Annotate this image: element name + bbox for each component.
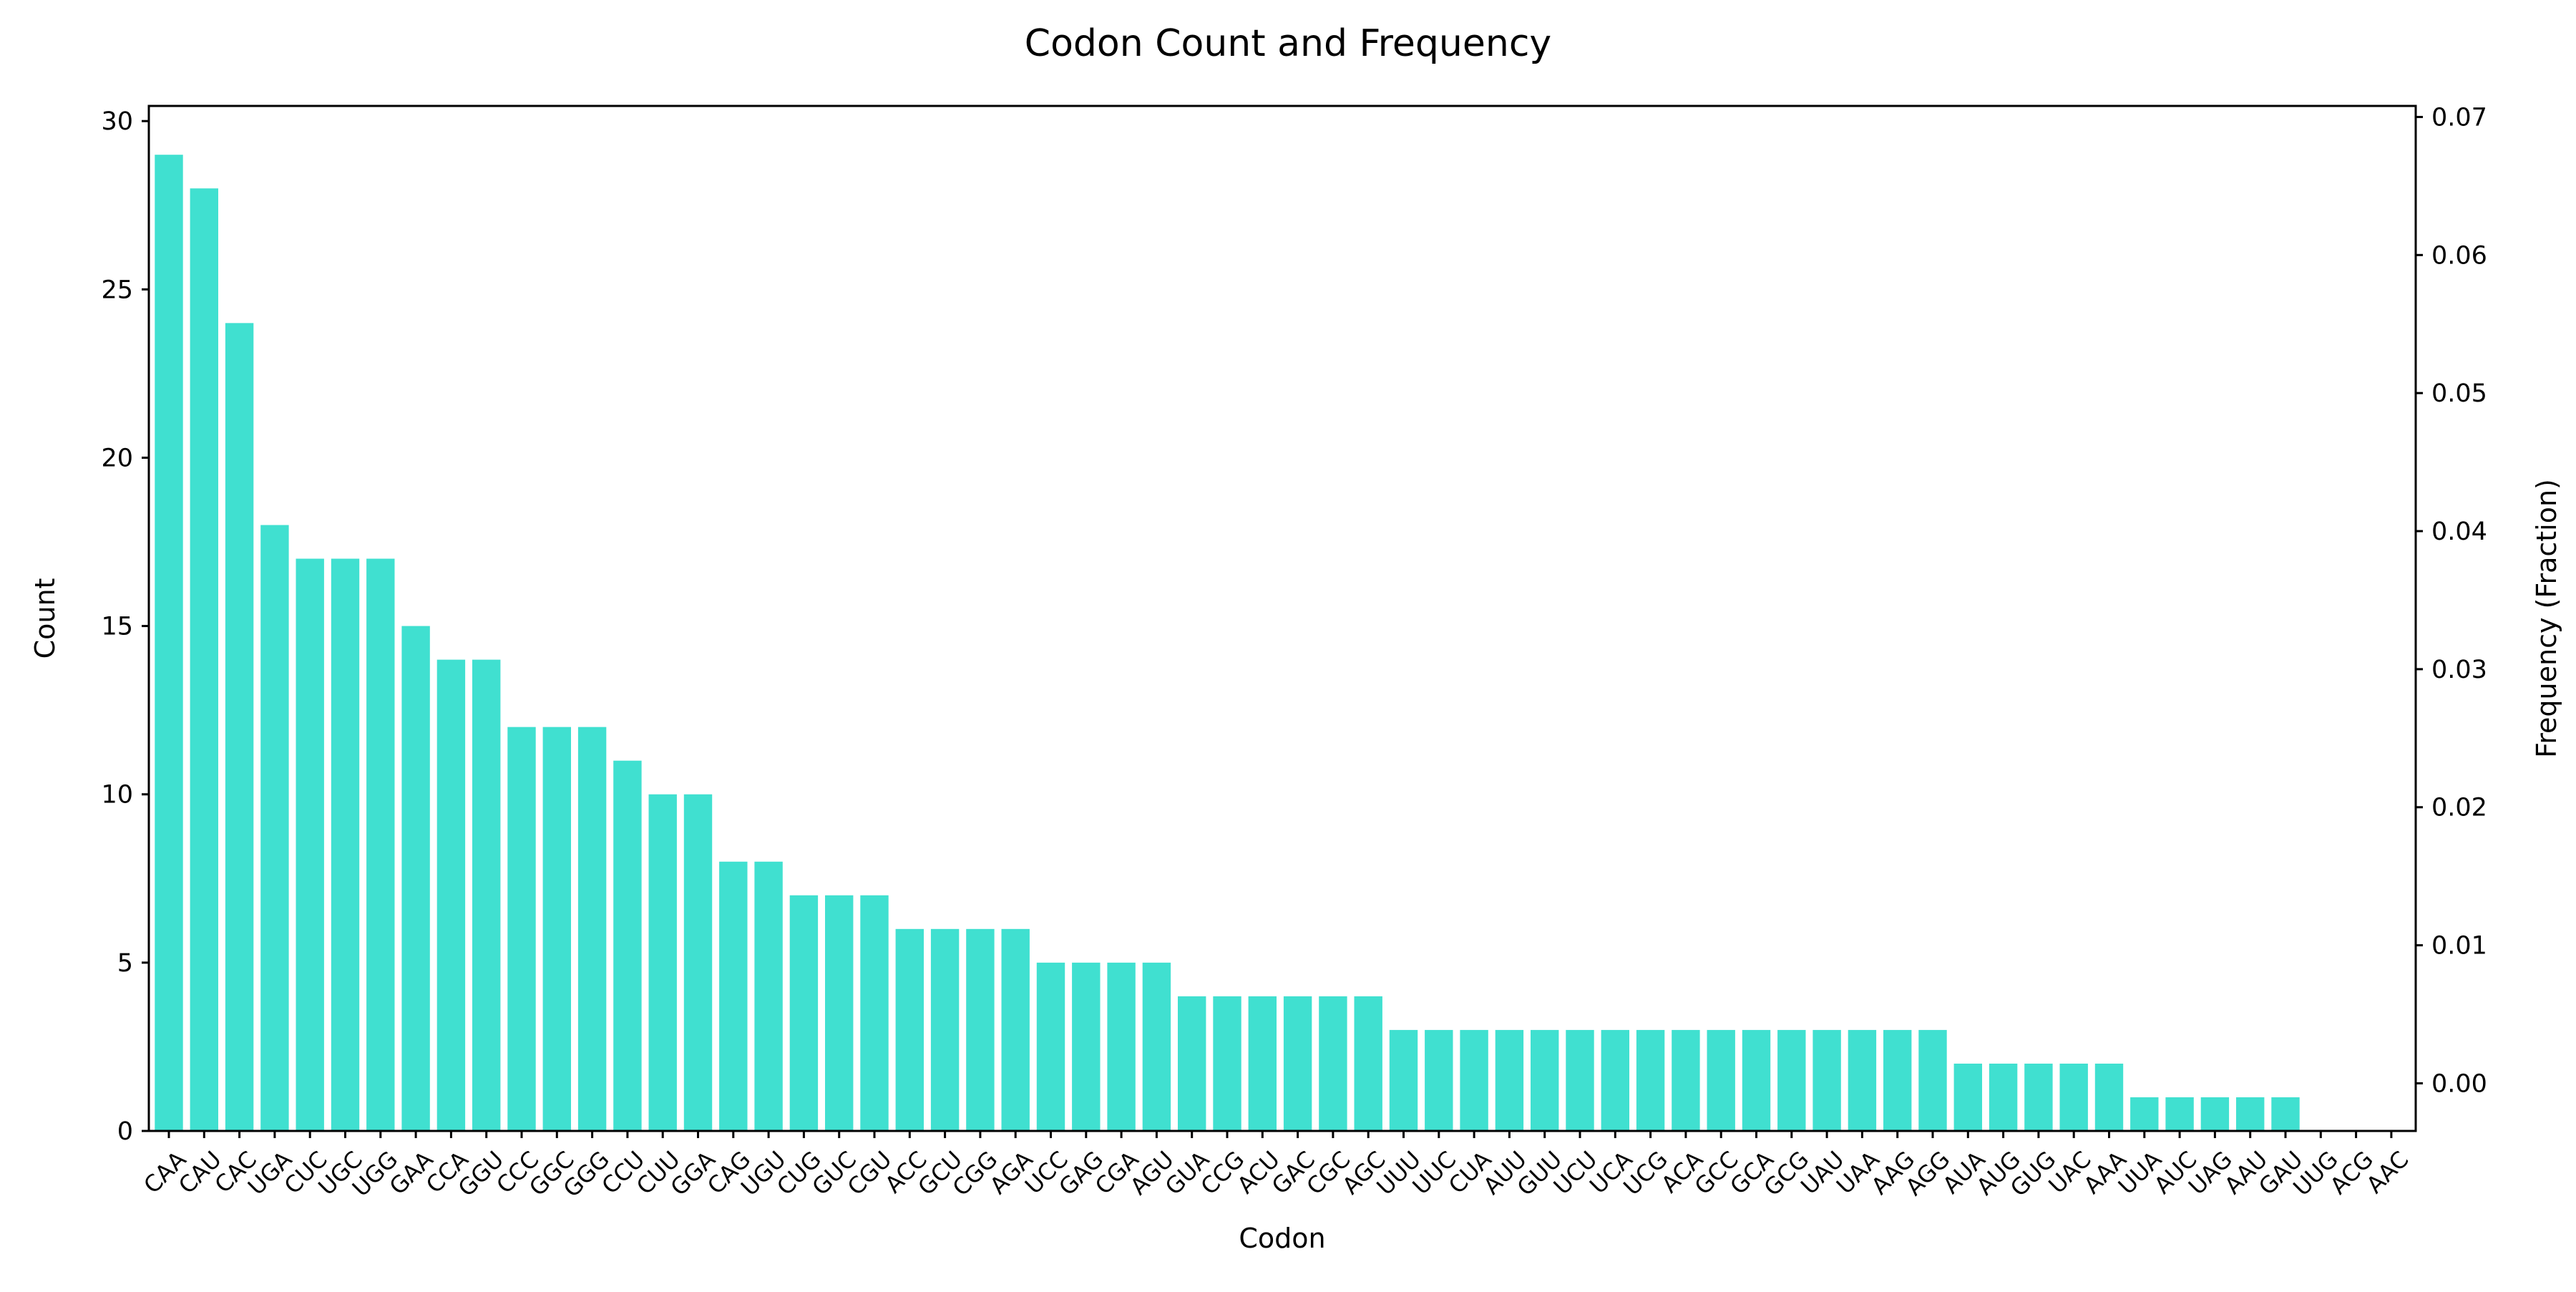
y-tick-label: 30 xyxy=(101,107,133,136)
bar-AUC xyxy=(2165,1097,2194,1131)
y-axis-right-ticks: 0.00 0.01 0.02 0.03 0.04 0.05 0.06 0.07 xyxy=(2416,103,2487,1098)
x-axis-label: Codon xyxy=(1239,1223,1325,1254)
bar-CAC xyxy=(225,323,254,1132)
y-tick-label: 5 xyxy=(117,949,133,978)
bar-GUC xyxy=(825,895,854,1131)
y-tick-label: 15 xyxy=(101,613,133,641)
bar-UCU xyxy=(1566,1029,1594,1131)
bar-AGG xyxy=(1918,1029,1947,1131)
bar-CGU xyxy=(860,895,889,1131)
bar-UCC xyxy=(1036,962,1065,1131)
bar-CUU xyxy=(648,794,677,1131)
y2-tick-label: 0.01 xyxy=(2431,932,2487,961)
bar-GUU xyxy=(1531,1029,1559,1131)
bar-CCC xyxy=(507,727,536,1131)
bar-CGC xyxy=(1319,996,1347,1131)
bar-CAG xyxy=(719,861,748,1131)
y2-tick-label: 0.00 xyxy=(2431,1069,2487,1098)
bar-AUG xyxy=(1989,1063,2018,1131)
bar-GCC xyxy=(1707,1029,1735,1131)
y-tick-label: 0 xyxy=(117,1117,133,1146)
bar-ACU xyxy=(1248,996,1277,1131)
y2-tick-label: 0.02 xyxy=(2431,794,2487,822)
bar-GUA xyxy=(1178,996,1206,1131)
bar-UGU xyxy=(754,861,783,1131)
bar-CUG xyxy=(789,895,819,1131)
bar-CCU xyxy=(613,760,642,1131)
bar-UCG xyxy=(1636,1029,1665,1131)
y2-tick-label: 0.06 xyxy=(2431,241,2487,270)
y-tick-label: 20 xyxy=(101,444,133,472)
bar-UAU xyxy=(1813,1029,1841,1131)
bar-UAA xyxy=(1848,1029,1877,1131)
bar-GCA xyxy=(1742,1029,1771,1131)
bar-AGA xyxy=(1001,928,1030,1131)
y-tick-label: 25 xyxy=(101,276,133,304)
bar-AGC xyxy=(1354,996,1382,1131)
bar-UGC xyxy=(331,558,360,1131)
bar-ACA xyxy=(1672,1029,1700,1131)
bar-CGG xyxy=(966,928,995,1131)
x-tick-label: AAC xyxy=(2361,1146,2414,1199)
y2-tick-label: 0.05 xyxy=(2431,379,2487,408)
bar-CUA xyxy=(1460,1029,1488,1131)
bar-AUA xyxy=(1953,1063,1982,1131)
bar-AAA xyxy=(2094,1063,2124,1131)
bar-CCA xyxy=(436,659,466,1131)
bar-ACC xyxy=(895,928,924,1131)
bar-GCU xyxy=(930,928,960,1131)
bar-UGA xyxy=(260,525,289,1131)
bar-GAC xyxy=(1283,996,1312,1131)
chart-title: Codon Count and Frequency xyxy=(1025,22,1551,65)
bar-GAA xyxy=(401,626,430,1131)
bar-AAG xyxy=(1883,1029,1912,1131)
bar-CAA xyxy=(155,155,183,1132)
y-tick-label: 10 xyxy=(101,781,133,810)
bar-CUC xyxy=(296,558,324,1131)
y2-tick-label: 0.03 xyxy=(2431,656,2487,684)
bar-UAG xyxy=(2200,1097,2230,1131)
bar-GGG xyxy=(577,727,607,1131)
y-axis-left-ticks: 0 5 10 15 20 25 30 xyxy=(101,107,149,1146)
y-axis-label-left: Count xyxy=(29,578,61,659)
bar-GGA xyxy=(683,794,713,1131)
x-axis-ticks: CAACAUCACUGACUCUGCUGGGAACCAGGUCCCGGCGGGC… xyxy=(138,1131,2414,1203)
bar-GAG xyxy=(1072,962,1101,1131)
bar-GGC xyxy=(542,727,571,1131)
bar-GAU xyxy=(2271,1097,2300,1131)
bar-AAU xyxy=(2236,1097,2265,1131)
bar-GCG xyxy=(1777,1029,1806,1131)
bar-UGG xyxy=(366,558,395,1131)
bar-CCG xyxy=(1213,996,1241,1131)
bar-UCA xyxy=(1601,1029,1629,1131)
bar-UUA xyxy=(2130,1097,2159,1131)
bars-layer xyxy=(155,155,2300,1132)
bar-AUU xyxy=(1495,1029,1524,1131)
plot-frame xyxy=(147,105,2417,1132)
bar-GGU xyxy=(472,659,501,1131)
y-axis-label-right: Frequency (Fraction) xyxy=(2531,479,2562,758)
bar-GUG xyxy=(2024,1063,2053,1131)
bar-CGA xyxy=(1107,962,1136,1131)
bar-CAU xyxy=(190,188,218,1132)
y2-tick-label: 0.07 xyxy=(2431,103,2487,132)
y2-tick-label: 0.04 xyxy=(2431,518,2487,546)
bar-UUU xyxy=(1389,1029,1418,1131)
bar-AGU xyxy=(1142,962,1171,1131)
bar-UUC xyxy=(1425,1029,1453,1131)
bar-UAC xyxy=(2059,1063,2088,1131)
